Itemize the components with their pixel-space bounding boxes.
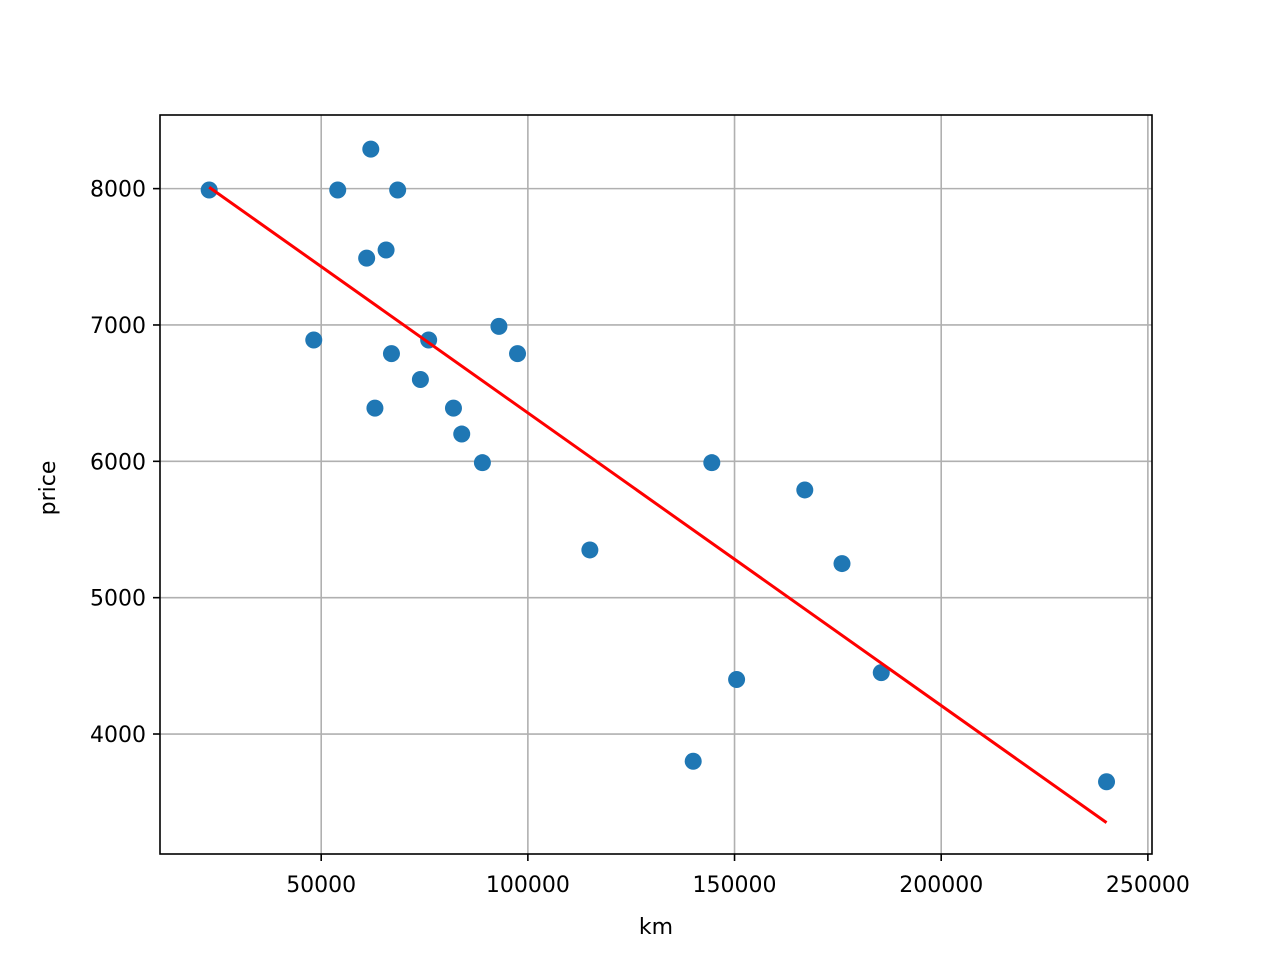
x-tick-label: 200000 — [899, 873, 983, 898]
scatter-point — [444, 399, 462, 417]
y-tick-label: 4000 — [90, 723, 146, 748]
scatter-point — [389, 181, 407, 199]
series-layer — [200, 140, 1116, 824]
x-tick-label: 100000 — [486, 873, 570, 898]
y-axis-label: price — [36, 461, 61, 516]
y-tick-label: 6000 — [90, 450, 146, 475]
scatter-point — [411, 371, 429, 389]
tick-layer: 50000 100000 150000 200000 250000 4000 5000 600… — [90, 178, 1190, 898]
scatter-point — [1098, 773, 1116, 791]
scatter-point — [305, 331, 323, 349]
scatter-point — [833, 555, 851, 573]
scatter-point — [473, 454, 491, 472]
y-tick-label: 8000 — [90, 178, 146, 203]
x-tick-label: 250000 — [1106, 873, 1190, 898]
scatter-point — [581, 541, 599, 559]
x-tick-label: 50000 — [286, 873, 356, 898]
scatter-point — [200, 181, 218, 199]
scatter-point — [377, 241, 395, 259]
scatter-point — [728, 670, 746, 688]
scatter-point — [366, 399, 384, 417]
scatter-point — [509, 345, 527, 363]
scatter-point — [796, 481, 814, 499]
scatter-point — [358, 249, 376, 267]
scatter-point — [453, 425, 471, 443]
plot-frame — [159, 114, 1153, 855]
scatter-point — [382, 345, 400, 363]
scatter-point — [703, 454, 721, 472]
scatter-point — [490, 317, 508, 335]
grid-layer — [160, 115, 1152, 854]
scatter-point — [684, 752, 702, 770]
y-tick-label: 5000 — [90, 587, 146, 612]
x-tick-label: 150000 — [693, 873, 777, 898]
scatter-point — [329, 181, 347, 199]
scatter-point — [872, 664, 890, 682]
y-tick-label: 7000 — [90, 314, 146, 339]
x-axis-label: km — [639, 915, 673, 940]
scatter-point — [362, 140, 380, 158]
regression-line — [208, 186, 1108, 824]
